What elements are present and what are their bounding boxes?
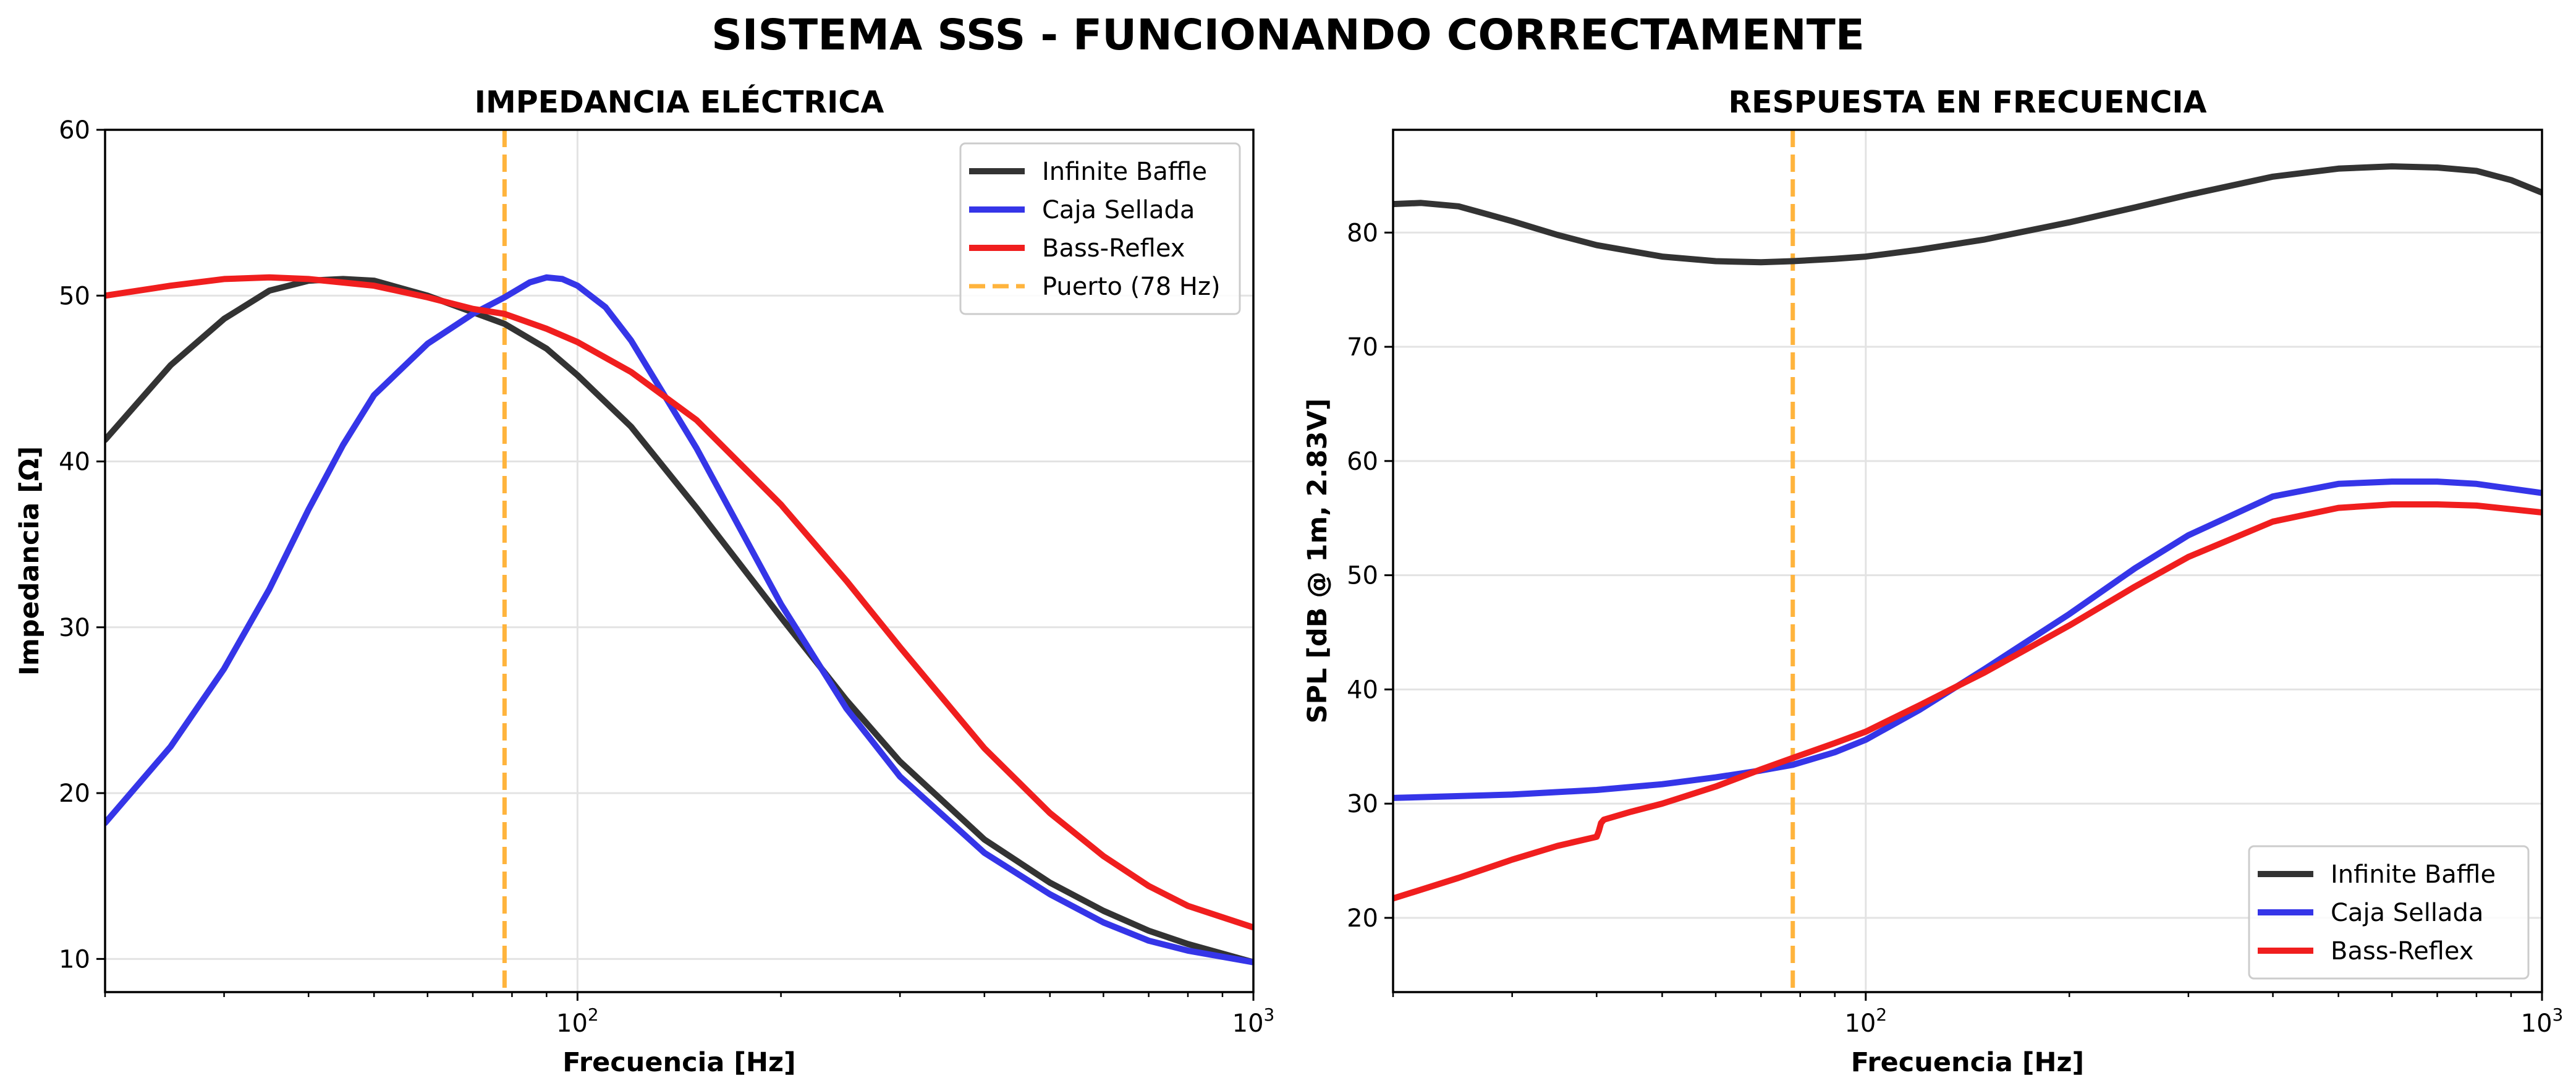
y-tick-label: 40	[1347, 676, 1378, 704]
legend-label-bass-reflex: Bass-Reflex	[2331, 937, 2473, 966]
x-axis-label: Frecuencia [Hz]	[562, 1047, 795, 1078]
plot-frame	[104, 129, 1255, 993]
legend: Infinite Baffle Caja Sellada Bass-Reflex	[2248, 845, 2530, 980]
legend: Infinite Baffle Caja Sellada Bass-Reflex Pu…	[959, 142, 1241, 315]
y-tick-label: 50	[1347, 562, 1378, 590]
legend-box	[959, 142, 1241, 315]
series-line-infinite-baffle	[1393, 163, 2542, 266]
legend-label-bass-reflex: Bass-Reflex	[1042, 234, 1185, 263]
series-line-bass-reflex	[105, 274, 1253, 931]
legend-box	[2248, 845, 2530, 980]
y-tick-label: 30	[1347, 790, 1378, 818]
legend-label-infinite-baffle: Infinite Baffle	[1042, 158, 1207, 186]
x-axis-label: Frecuencia [Hz]	[1851, 1047, 2084, 1078]
legend-label-caja-sellada: Caja Sellada	[1042, 196, 1195, 224]
y-axis-label: Impedancia [Ω]	[14, 446, 45, 676]
legend-label-caja-sellada: Caja Sellada	[2331, 899, 2483, 927]
x-tick-label: 102	[556, 1004, 599, 1038]
series-line-bass-reflex	[1393, 501, 2542, 902]
frequency-response-chart-panel: 20 30 40 50 60 70 80 102 103 RESPUESTA EN FRECUEN…	[1302, 85, 2563, 1078]
y-tick-label: 60	[1347, 448, 1378, 476]
x-tick-label: 102	[1844, 1004, 1887, 1038]
panel-title: IMPEDANCIA ELÉCTRICA	[475, 83, 884, 120]
legend-label-infinite-baffle: Infinite Baffle	[2331, 860, 2496, 889]
series-group	[1393, 163, 2542, 902]
y-tick-label: 80	[1347, 219, 1378, 247]
series-line-caja-sellada	[1393, 478, 2542, 801]
panel-title: RESPUESTA EN FRECUENCIA	[1728, 85, 2206, 120]
y-axis-label: SPL [dB @ 1m, 2.83V]	[1302, 398, 1333, 723]
impedance-chart-panel: 10 20 30 40 50 60 102 103 IMPEDANCIA ELÉCTRICA Fr…	[14, 83, 1274, 1078]
y-tick-label: 50	[59, 282, 90, 310]
y-tick-label: 10	[59, 945, 90, 974]
series-line-caja-sellada	[105, 274, 1253, 966]
x-tick-label: 103	[2521, 1004, 2564, 1038]
y-tick-label: 70	[1347, 333, 1378, 362]
y-tick-label: 20	[1347, 904, 1378, 933]
plot-frame	[1392, 129, 2543, 993]
y-tick-label: 30	[59, 614, 90, 642]
y-tick-label: 40	[59, 448, 90, 477]
figure-title: SISTEMA SSS - FUNCIONANDO CORRECTAMENTE	[711, 11, 1865, 60]
y-tick-label: 20	[59, 779, 90, 808]
series-group	[105, 274, 1253, 966]
y-tick-label: 60	[59, 116, 90, 145]
x-tick-label: 103	[1232, 1004, 1275, 1038]
series-line-infinite-baffle	[105, 276, 1253, 966]
legend-label-puerto-78-hz: Puerto (78 Hz)	[1042, 273, 1221, 301]
